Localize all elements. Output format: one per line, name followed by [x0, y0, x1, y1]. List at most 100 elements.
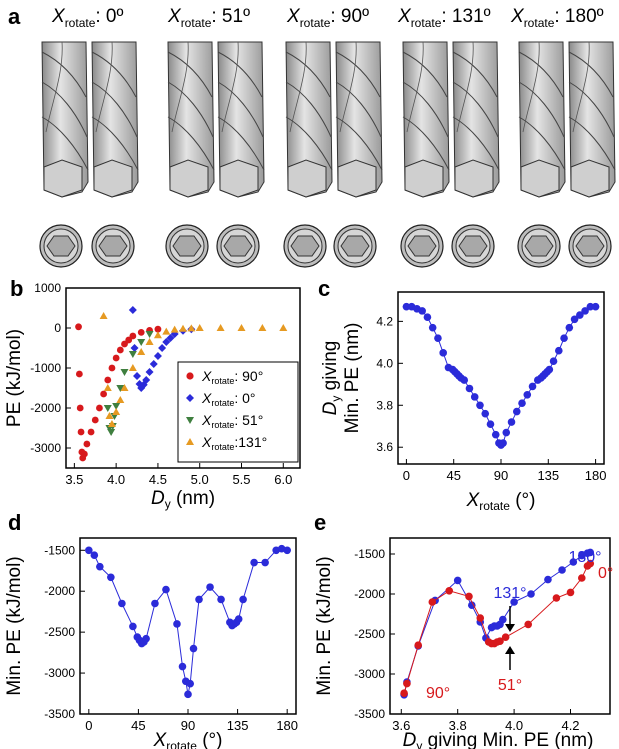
chart-b-ylabel: PE (kJ/mol)	[4, 329, 25, 427]
data-point	[418, 307, 426, 315]
disc-90-left	[283, 224, 327, 268]
data-point	[445, 587, 454, 595]
point-0°	[166, 334, 175, 342]
point-90°	[100, 390, 108, 398]
data-point	[549, 357, 558, 366]
arrow-131-head	[505, 624, 515, 632]
ytick-label: -1500	[354, 547, 385, 561]
point-131°	[120, 384, 129, 391]
xtick-label: 0	[85, 718, 92, 733]
xtick-label: 135	[227, 718, 249, 733]
data-point	[591, 302, 600, 311]
data-point	[239, 595, 247, 604]
data-point	[261, 558, 269, 567]
point-131°	[279, 324, 288, 331]
column-title-0: Xrotate: 0º	[52, 6, 124, 30]
rod-90-right	[335, 41, 383, 198]
legend-marker-90	[186, 372, 194, 380]
legend-label-0: Xrotate: 0°	[201, 390, 256, 408]
data-point	[528, 382, 537, 391]
point-51°	[112, 403, 121, 410]
ytick-label: -2000	[354, 587, 385, 601]
data-point	[402, 302, 411, 311]
point-51°	[103, 405, 112, 412]
legend-marker-51	[186, 417, 194, 424]
legend-marker-0	[186, 394, 194, 402]
data-point	[523, 390, 532, 399]
point-131°	[162, 327, 171, 335]
chart-c-ylabel-line1: Dy giving	[320, 341, 343, 416]
data-point	[499, 615, 507, 624]
arrow-51-head	[505, 646, 515, 654]
point-0°	[145, 368, 154, 376]
data-point	[162, 585, 170, 594]
point-131°	[195, 324, 204, 331]
data-point	[90, 551, 99, 559]
data-point	[400, 689, 408, 697]
data-point	[173, 620, 181, 628]
annotation-51: 51°	[498, 677, 522, 694]
data-point	[476, 614, 485, 622]
series-line-0	[88, 548, 288, 695]
point-131°	[103, 384, 112, 391]
point-90°	[87, 428, 95, 436]
ytick-label: -3000	[44, 666, 75, 680]
data-point	[403, 679, 411, 688]
point-0°	[149, 360, 158, 368]
xtick-label: 135	[537, 468, 559, 483]
point-131°	[170, 325, 179, 333]
chart-d: -1500 -2000 -2500 -3000 -3500 0 45 90 135 180 Mi…	[4, 537, 298, 749]
panel-d-label: d	[8, 510, 22, 535]
xtick-label: 4.2	[561, 718, 579, 733]
rod-180-left	[518, 41, 566, 198]
point-0°	[153, 352, 162, 360]
point-131°	[216, 324, 225, 331]
point-0°	[139, 380, 148, 389]
data-point	[428, 323, 437, 332]
rod-illustrations	[39, 41, 616, 268]
data-point	[581, 307, 589, 315]
column-title-180: Xrotate: 180º	[511, 6, 604, 30]
data-point	[586, 548, 595, 557]
ytick-label: -2500	[44, 625, 75, 639]
rod-131-left	[402, 41, 450, 198]
rod-131-right	[452, 41, 500, 198]
chart-b-xlabel: Dy (nm)	[151, 488, 215, 511]
data-point	[195, 595, 203, 604]
ytick-label: -2000	[30, 401, 61, 415]
chart-b-legend: Xrotate: 90° Xrotate: 0° Xrotate: 51° Xr…	[177, 361, 299, 463]
data-point	[507, 418, 516, 426]
data-point	[184, 690, 192, 699]
point-131°	[258, 324, 267, 331]
point-131°	[99, 312, 108, 319]
point-90°	[116, 346, 124, 354]
data-point	[439, 349, 447, 357]
xtick-label: 3.6	[392, 718, 410, 733]
disc-180-left	[517, 224, 561, 268]
point-90°	[75, 370, 83, 378]
data-point	[586, 302, 595, 311]
disc-0-left	[39, 224, 83, 268]
data-point	[545, 365, 554, 374]
point-90°	[96, 404, 103, 412]
point-131°	[105, 412, 114, 419]
point-90°	[77, 428, 85, 436]
data-point	[85, 546, 93, 555]
chart-e: -1500 -2000 -2500 -3000 -3500 3.6 3.8 4.0 4.2 M…	[314, 537, 613, 749]
xtick-label: 5.5	[232, 472, 250, 487]
data-point	[460, 376, 469, 384]
data-point	[558, 566, 566, 574]
data-point	[560, 334, 568, 342]
point-90°	[108, 364, 116, 372]
disc-131-left	[400, 224, 444, 268]
disc-180-right	[568, 224, 612, 268]
data-point	[566, 588, 575, 597]
data-point	[142, 634, 150, 643]
data-point	[428, 598, 437, 606]
point-131°	[107, 420, 116, 427]
annotation-90: 90°	[426, 685, 450, 702]
point-51°	[137, 339, 146, 346]
ytick-label: 3.6	[376, 440, 393, 454]
point-51°	[116, 385, 125, 392]
annotation-0: 0°	[598, 565, 613, 582]
